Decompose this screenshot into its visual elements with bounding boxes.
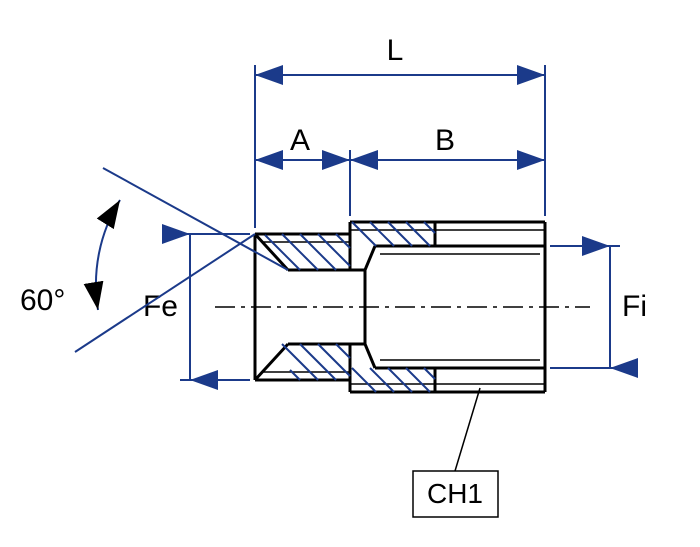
- dimension-A: A: [255, 124, 350, 160]
- leader-CH1: CH1: [413, 388, 498, 517]
- label-L: L: [387, 34, 404, 67]
- technical-drawing: L A B Fe Fi 60° CH1: [0, 0, 700, 547]
- label-angle: 60°: [20, 284, 65, 317]
- label-CH1: CH1: [427, 478, 483, 509]
- dimension-angle: 60°: [20, 168, 288, 352]
- hatch-upper-right: [352, 222, 435, 246]
- fitting-body: [215, 222, 590, 392]
- dimension-Fi: Fi: [550, 246, 647, 368]
- label-A: A: [290, 124, 310, 157]
- dimension-B: B: [350, 124, 545, 160]
- hatch-lower-right: [352, 368, 435, 392]
- label-B: B: [435, 124, 455, 157]
- label-Fi: Fi: [622, 290, 647, 323]
- hatch-lower-left: [282, 344, 350, 380]
- dimension-L: L: [255, 34, 545, 75]
